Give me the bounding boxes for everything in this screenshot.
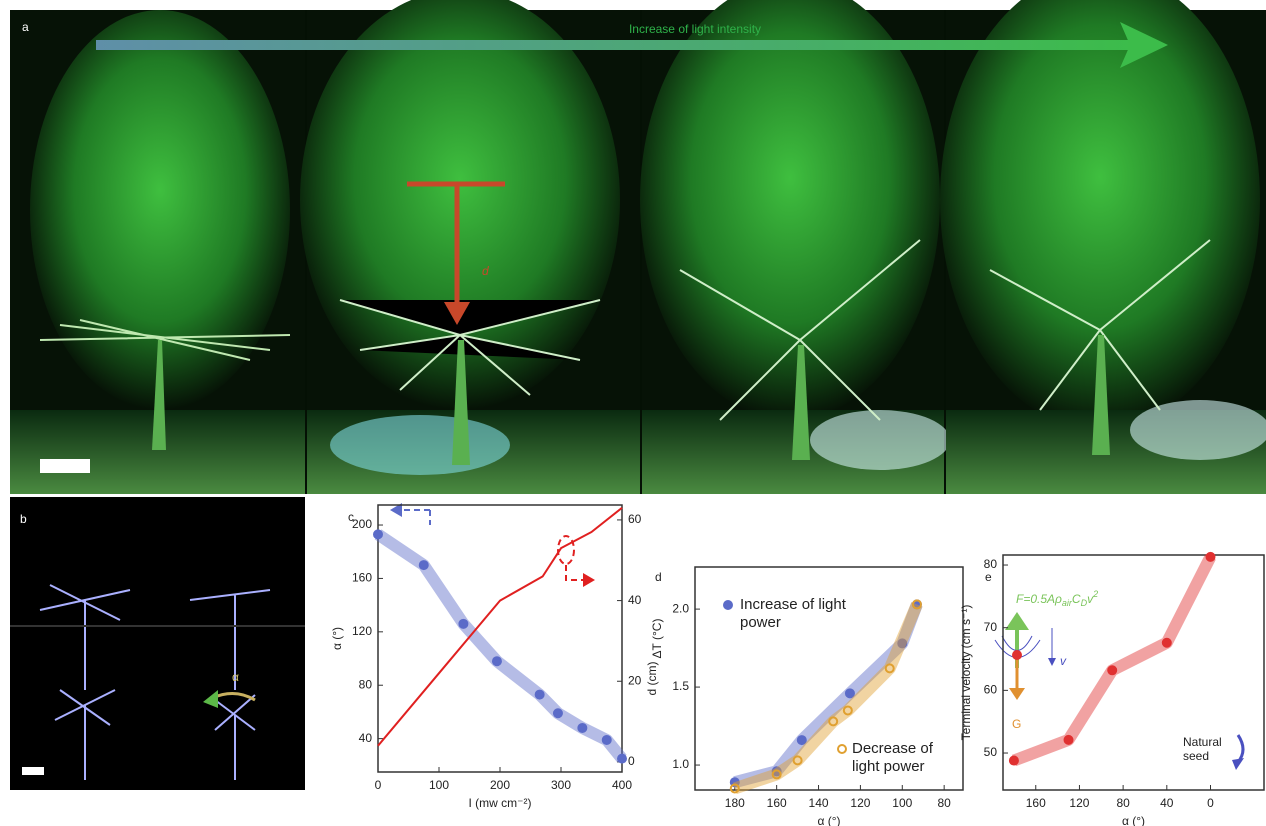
reference-label: Natural seed bbox=[1183, 735, 1233, 763]
scale-bar bbox=[40, 459, 90, 473]
panel-a: d Increase of light intensity a bbox=[10, 0, 1266, 494]
x-tick-label: 180 bbox=[725, 796, 745, 810]
x-tick-label: 0 bbox=[1207, 796, 1214, 810]
band bbox=[1014, 557, 1211, 761]
x-tick-label: 80 bbox=[1116, 796, 1130, 810]
panel-label: d bbox=[655, 570, 662, 584]
legend-text: Decrease of light power bbox=[852, 740, 962, 776]
marker bbox=[1065, 736, 1073, 744]
y-tick-label: 2.0 bbox=[672, 601, 689, 615]
arrow-text: Increase of light intensity bbox=[629, 22, 761, 36]
y-tick-label: 160 bbox=[352, 571, 372, 585]
x-tick-label: 140 bbox=[809, 796, 829, 810]
marker bbox=[1206, 553, 1214, 561]
y-axis-label: d (cm) bbox=[645, 662, 659, 696]
frame-1 bbox=[10, 10, 305, 494]
x-tick-label: 400 bbox=[612, 778, 632, 792]
marker bbox=[618, 755, 626, 763]
y-tick-label: 40 bbox=[359, 731, 373, 745]
y2-tick-label: 40 bbox=[628, 593, 642, 607]
legend-marker bbox=[724, 601, 732, 609]
marker bbox=[798, 736, 806, 744]
scale-bar bbox=[22, 767, 44, 775]
y-tick-label: 200 bbox=[352, 517, 372, 531]
intensity-arrow bbox=[96, 40, 1136, 50]
x-tick-label: 100 bbox=[429, 778, 449, 792]
marker bbox=[1163, 639, 1171, 647]
marker bbox=[374, 530, 382, 538]
marker bbox=[603, 736, 611, 744]
figure: d Increase of light intensity a b α F=0.… bbox=[0, 0, 1266, 826]
y-tick-label: 50 bbox=[984, 745, 998, 759]
gravity-label: G bbox=[1012, 717, 1021, 731]
x-axis-label: I (mw cm⁻²) bbox=[469, 796, 532, 810]
x-tick-label: 0 bbox=[375, 778, 382, 792]
marker bbox=[846, 689, 854, 697]
marker bbox=[536, 691, 544, 699]
x-axis-label: α (°) bbox=[1122, 814, 1145, 826]
y-tick-label: 1.5 bbox=[672, 679, 689, 693]
x-tick-label: 80 bbox=[937, 796, 951, 810]
panel-label: b bbox=[20, 512, 27, 526]
angle-label: α bbox=[232, 670, 239, 684]
y-axis-label: α (°) bbox=[330, 627, 344, 650]
y2-tick-label: 20 bbox=[628, 673, 642, 687]
y-tick-label: 80 bbox=[984, 557, 998, 571]
marker bbox=[578, 724, 586, 732]
legend-marker bbox=[838, 745, 846, 753]
x-tick-label: 120 bbox=[850, 796, 870, 810]
y2-tick-label: 0 bbox=[628, 754, 635, 768]
x-axis-label: α (°) bbox=[817, 814, 840, 826]
photo-bg bbox=[10, 497, 305, 790]
y-tick-label: 70 bbox=[984, 620, 998, 634]
x-tick-label: 300 bbox=[551, 778, 571, 792]
y2-tick-label: 60 bbox=[628, 512, 642, 526]
marker bbox=[554, 709, 562, 717]
velocity-label: v bbox=[1060, 654, 1067, 668]
x-tick-label: 200 bbox=[490, 778, 510, 792]
frame-3 bbox=[640, 0, 950, 494]
marker bbox=[493, 657, 501, 665]
line bbox=[378, 508, 622, 746]
panel-label: a bbox=[22, 20, 29, 34]
y-axis-label: Terminal velocity (cm s⁻¹) bbox=[959, 605, 973, 741]
legend-text: Increase of light power bbox=[740, 596, 880, 632]
c-arrows bbox=[390, 503, 595, 587]
y-tick-label: 60 bbox=[984, 683, 998, 697]
x-tick-label: 40 bbox=[1160, 796, 1174, 810]
y2-axis-label: ΔT (°C) bbox=[650, 619, 664, 659]
panel-label: e bbox=[985, 570, 992, 584]
marker bbox=[420, 561, 428, 569]
x-tick-label: 160 bbox=[767, 796, 787, 810]
marker bbox=[459, 620, 467, 628]
distance-label: d bbox=[482, 264, 489, 278]
x-tick-label: 100 bbox=[892, 796, 912, 810]
figure-svg: d Increase of light intensity a b α F=0.… bbox=[0, 0, 1266, 826]
frame-2: d bbox=[300, 0, 640, 494]
x-tick-label: 120 bbox=[1069, 796, 1089, 810]
formula: F=0.5AρairCDv2 bbox=[1016, 589, 1098, 608]
marker bbox=[1010, 757, 1018, 765]
panel-b: b α bbox=[10, 497, 305, 790]
y-tick-label: 80 bbox=[359, 677, 373, 691]
x-tick-label: 160 bbox=[1026, 796, 1046, 810]
frame-4 bbox=[940, 0, 1266, 494]
y-tick-label: 1.0 bbox=[672, 757, 689, 771]
y-tick-label: 120 bbox=[352, 624, 372, 638]
marker bbox=[1108, 666, 1116, 674]
